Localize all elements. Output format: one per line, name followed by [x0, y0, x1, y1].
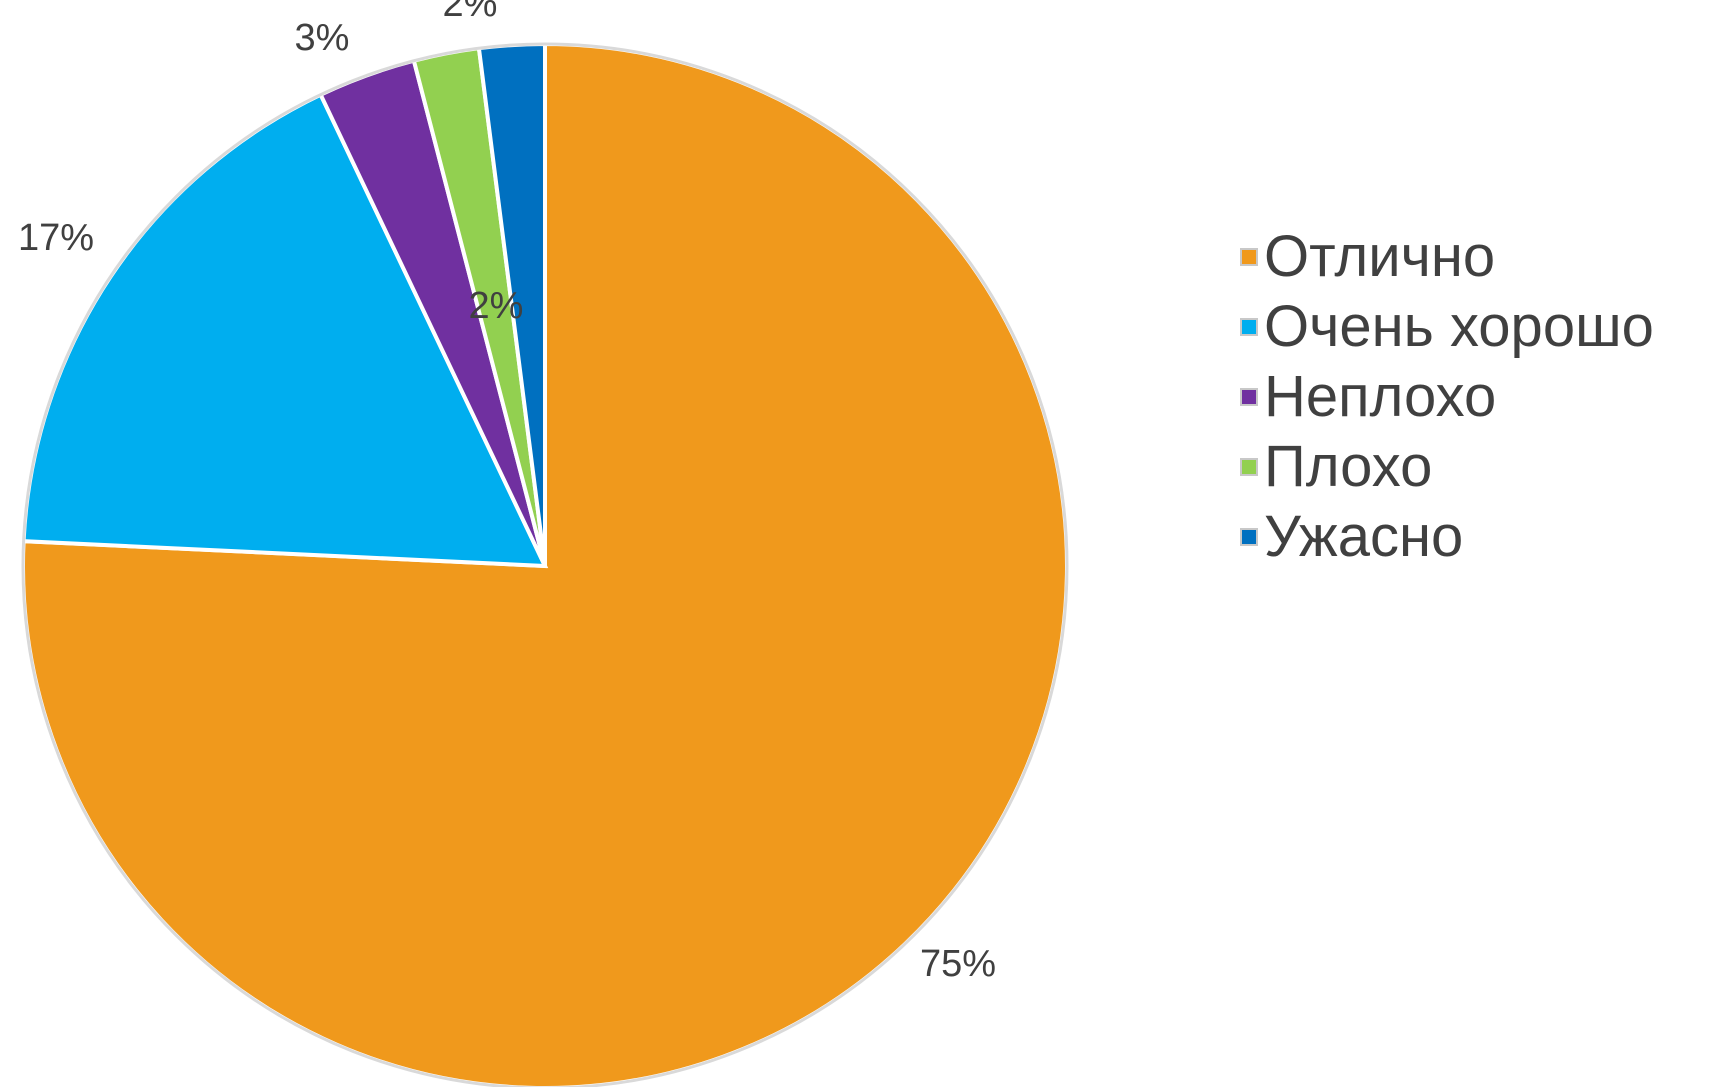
legend-item-ужасно: Ужасно — [1240, 502, 1654, 572]
data-label-неплохо: 3% — [295, 17, 350, 59]
legend-swatch — [1240, 318, 1258, 336]
legend-label: Неплохо — [1264, 364, 1497, 429]
pie-data-labels: 75% 17% 3% 2% 2% — [18, 0, 996, 985]
legend-item-очень-хорошо: Очень хорошо — [1240, 292, 1654, 362]
legend-item-плохо: Плохо — [1240, 432, 1654, 502]
legend-item-отлично: Отлично — [1240, 222, 1654, 292]
legend-label: Отлично — [1264, 224, 1496, 289]
legend-swatch — [1240, 528, 1258, 546]
pie-outline — [21, 42, 1069, 1087]
legend-label: Плохо — [1264, 434, 1433, 499]
legend-swatch — [1240, 248, 1258, 266]
legend-label: Ужасно — [1264, 504, 1464, 569]
data-label-очень-хорошо: 17% — [18, 217, 94, 259]
legend-swatch — [1240, 458, 1258, 476]
legend-label: Очень хорошо — [1264, 294, 1654, 359]
data-label-ужасно: 2% — [469, 285, 524, 327]
pie-slices — [21, 41, 1069, 1087]
legend-item-неплохо: Неплохо — [1240, 362, 1654, 432]
chart-legend: Отлично Очень хорошо Неплохо Плохо Ужасно — [1240, 222, 1654, 572]
data-label-отлично: 75% — [920, 943, 996, 985]
legend-swatch — [1240, 388, 1258, 406]
data-label-плохо: 2% — [443, 0, 498, 25]
